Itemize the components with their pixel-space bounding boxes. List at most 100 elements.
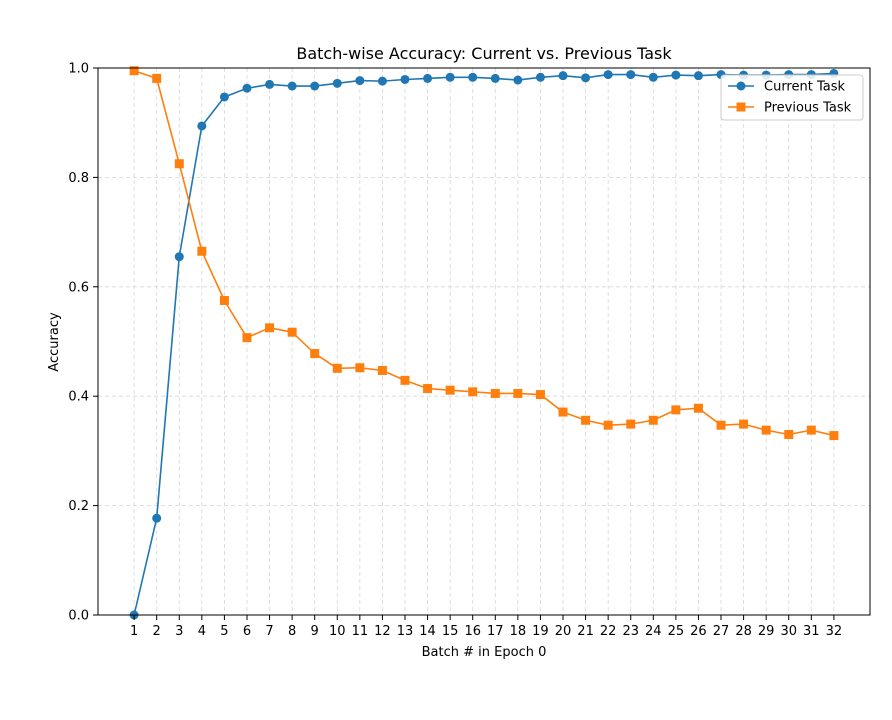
axes-layer: 1 2 3 4 5 6 7 8 9 10 11 12 13 14 15 16 17 18 19 20 21 22 23 24 2… (68, 62, 871, 639)
legend-item-current-task: Current Task (728, 80, 845, 95)
data-point (423, 384, 433, 394)
legend-marker (736, 81, 746, 91)
data-point (513, 388, 523, 398)
data-point (671, 405, 681, 415)
data-point (558, 71, 568, 81)
data-point (581, 415, 591, 425)
x-tick-label: 8 (288, 624, 296, 639)
x-tick-label: 13 (397, 624, 414, 639)
y-tick-label: 0.0 (68, 609, 89, 624)
x-tick-label: 11 (352, 624, 369, 639)
data-point (603, 70, 613, 80)
x-tick-label: 14 (419, 624, 436, 639)
data-point (219, 295, 229, 305)
data-point (535, 390, 545, 400)
y-axis-title: Accuracy (47, 312, 62, 372)
x-tick-label: 25 (668, 624, 685, 639)
legend-label: Previous Task (764, 101, 852, 116)
x-tick-label: 27 (713, 624, 730, 639)
data-point (693, 403, 703, 413)
x-tick-label: 6 (243, 624, 251, 639)
data-point (265, 79, 275, 89)
x-tick-label: 31 (803, 624, 820, 639)
data-point (197, 246, 207, 256)
data-point (445, 72, 455, 82)
data-point (310, 81, 320, 91)
data-point (332, 363, 342, 373)
legend: Current Task Previous Task (720, 74, 864, 121)
x-tick-label: 23 (622, 624, 639, 639)
x-tick-label: 3 (175, 624, 183, 639)
data-point (242, 333, 252, 343)
data-point (152, 513, 162, 523)
x-tick-label: 32 (826, 624, 843, 639)
data-point (626, 419, 636, 429)
data-point (174, 159, 184, 169)
data-point (377, 76, 387, 86)
x-tick-label: 7 (265, 624, 273, 639)
y-tick-label: 0.6 (68, 280, 89, 295)
x-tick-label: 22 (600, 624, 617, 639)
legend-marker (736, 102, 746, 112)
data-point (693, 71, 703, 81)
x-tick-label: 28 (735, 624, 752, 639)
x-tick-label: 20 (555, 624, 572, 639)
data-point (716, 420, 726, 430)
data-point (355, 363, 365, 373)
x-tick-label: 18 (510, 624, 527, 639)
y-tick-label: 0.8 (68, 171, 89, 186)
data-point (468, 387, 478, 397)
data-point (490, 388, 500, 398)
x-tick-label: 5 (220, 624, 228, 639)
series-layer (129, 66, 839, 620)
x-tick-label: 21 (577, 624, 594, 639)
x-tick-label: 12 (374, 624, 391, 639)
data-point (355, 76, 365, 86)
x-tick-label: 9 (311, 624, 319, 639)
data-point (242, 83, 252, 93)
y-tick-label: 0.2 (68, 499, 89, 514)
data-point (603, 420, 613, 430)
chart-title: Batch-wise Accuracy: Current vs. Previou… (296, 44, 672, 63)
series-previous-task (129, 66, 839, 441)
data-point (423, 73, 433, 83)
data-point (558, 407, 568, 417)
data-point (806, 425, 816, 435)
data-point (513, 75, 523, 85)
data-point (648, 72, 658, 82)
x-tick-label: 1 (130, 624, 138, 639)
legend-label: Current Task (764, 80, 845, 95)
data-point (648, 415, 658, 425)
data-point (287, 81, 297, 91)
x-tick-label: 26 (690, 624, 707, 639)
data-point (219, 92, 229, 102)
data-point (265, 323, 275, 333)
data-point (152, 73, 162, 83)
data-point (174, 252, 184, 262)
data-point (671, 70, 681, 80)
x-tick-label: 15 (442, 624, 459, 639)
x-tick-label: 4 (198, 624, 206, 639)
data-point (535, 72, 545, 82)
data-point (739, 419, 749, 429)
data-point (377, 365, 387, 375)
series-current-task (129, 68, 839, 620)
x-tick-label: 2 (153, 624, 161, 639)
data-point (626, 70, 636, 80)
x-tick-label: 24 (645, 624, 662, 639)
data-point (829, 431, 839, 441)
data-point (468, 72, 478, 82)
data-point (197, 121, 207, 131)
x-tick-label: 17 (487, 624, 504, 639)
x-axis-title: Batch # in Epoch 0 (422, 645, 547, 660)
x-tick-label: 16 (464, 624, 481, 639)
data-point (310, 349, 320, 359)
y-tick-label: 1.0 (68, 62, 89, 77)
x-tick-label: 10 (329, 624, 346, 639)
data-point (445, 385, 455, 395)
x-tick-label: 30 (780, 624, 797, 639)
plot-frame (97, 67, 871, 616)
data-point (129, 66, 139, 76)
